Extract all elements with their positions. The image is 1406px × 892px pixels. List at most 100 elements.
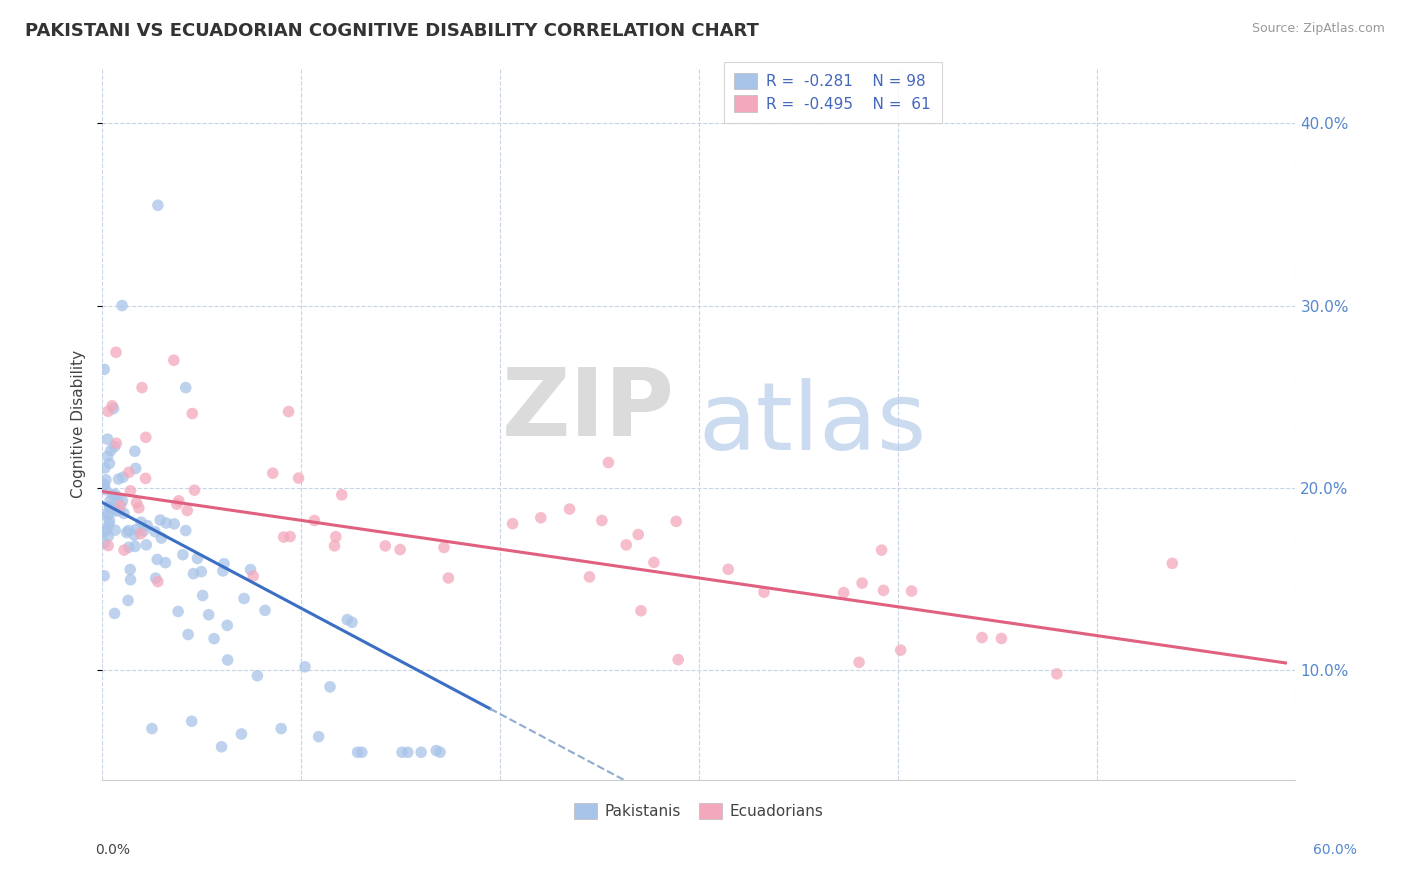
Point <box>242 569 264 583</box>
Point <box>132 524 155 538</box>
Point <box>107 472 129 486</box>
Point <box>202 632 225 646</box>
Point <box>135 430 157 444</box>
Point <box>832 585 855 599</box>
Point <box>115 525 138 540</box>
Point <box>239 563 262 577</box>
Point <box>163 516 186 531</box>
Text: PAKISTANI VS ECUADORIAN COGNITIVE DISABILITY CORRELATION CHART: PAKISTANI VS ECUADORIAN COGNITIVE DISABI… <box>25 22 759 40</box>
Point <box>433 541 456 555</box>
Point <box>752 585 775 599</box>
Point <box>277 404 299 418</box>
Point <box>155 556 177 570</box>
Point <box>104 487 127 501</box>
Point <box>870 543 893 558</box>
Point <box>665 515 688 529</box>
Point <box>183 483 205 498</box>
Point <box>103 607 125 621</box>
Point <box>336 613 359 627</box>
Point <box>425 743 447 757</box>
Point <box>174 381 197 395</box>
Point <box>174 524 197 538</box>
Point <box>391 745 413 759</box>
Point <box>872 583 894 598</box>
Point <box>429 745 451 759</box>
Point <box>319 680 342 694</box>
Point <box>129 526 152 541</box>
Point <box>105 436 128 450</box>
Point <box>177 627 200 641</box>
Text: atlas: atlas <box>699 378 927 470</box>
Point <box>146 198 169 212</box>
Point <box>136 518 159 533</box>
Point <box>93 478 115 492</box>
Point <box>131 381 153 395</box>
Point <box>104 502 127 516</box>
Point <box>93 508 115 522</box>
Point <box>93 568 115 582</box>
Point <box>212 557 235 571</box>
Point <box>308 730 330 744</box>
Point <box>851 576 873 591</box>
Point <box>211 739 233 754</box>
Point <box>374 539 396 553</box>
Point <box>125 461 148 475</box>
Point <box>180 714 202 729</box>
Point <box>190 565 212 579</box>
Point <box>93 477 115 491</box>
Point <box>97 539 120 553</box>
Point <box>93 536 115 550</box>
Point <box>666 652 689 666</box>
Point <box>330 488 353 502</box>
Point <box>212 564 235 578</box>
Point <box>578 570 600 584</box>
Point <box>108 504 131 518</box>
Point <box>166 497 188 511</box>
Point <box>181 407 204 421</box>
Point <box>990 632 1012 646</box>
Point <box>191 589 214 603</box>
Point <box>848 655 870 669</box>
Point <box>167 604 190 618</box>
Point <box>120 573 142 587</box>
Point <box>558 502 581 516</box>
Point <box>112 507 135 521</box>
Point <box>145 571 167 585</box>
Point <box>110 499 132 513</box>
Point <box>124 528 146 542</box>
Point <box>437 571 460 585</box>
Point <box>346 745 368 759</box>
Point <box>233 591 256 606</box>
Point <box>350 745 373 759</box>
Text: 60.0%: 60.0% <box>1313 843 1357 857</box>
Point <box>186 551 208 566</box>
Point <box>96 523 118 537</box>
Point <box>900 584 922 599</box>
Point <box>270 722 292 736</box>
Point <box>97 529 120 543</box>
Point <box>124 540 146 554</box>
Point <box>273 530 295 544</box>
Point <box>97 516 120 531</box>
Point <box>98 500 121 515</box>
Point <box>117 524 139 538</box>
Point <box>970 631 993 645</box>
Point <box>135 538 157 552</box>
Point <box>141 722 163 736</box>
Point <box>118 465 141 479</box>
Point <box>717 562 740 576</box>
Point <box>890 643 912 657</box>
Point <box>98 514 121 528</box>
Point <box>146 552 169 566</box>
Point <box>120 483 142 498</box>
Point <box>94 473 117 487</box>
Point <box>93 362 115 376</box>
Point <box>125 495 148 509</box>
Point <box>167 493 190 508</box>
Point <box>128 500 150 515</box>
Point <box>104 523 127 537</box>
Legend: Pakistanis, Ecuadorians: Pakistanis, Ecuadorians <box>568 797 830 825</box>
Point <box>323 539 346 553</box>
Point <box>103 440 125 454</box>
Point <box>502 516 524 531</box>
